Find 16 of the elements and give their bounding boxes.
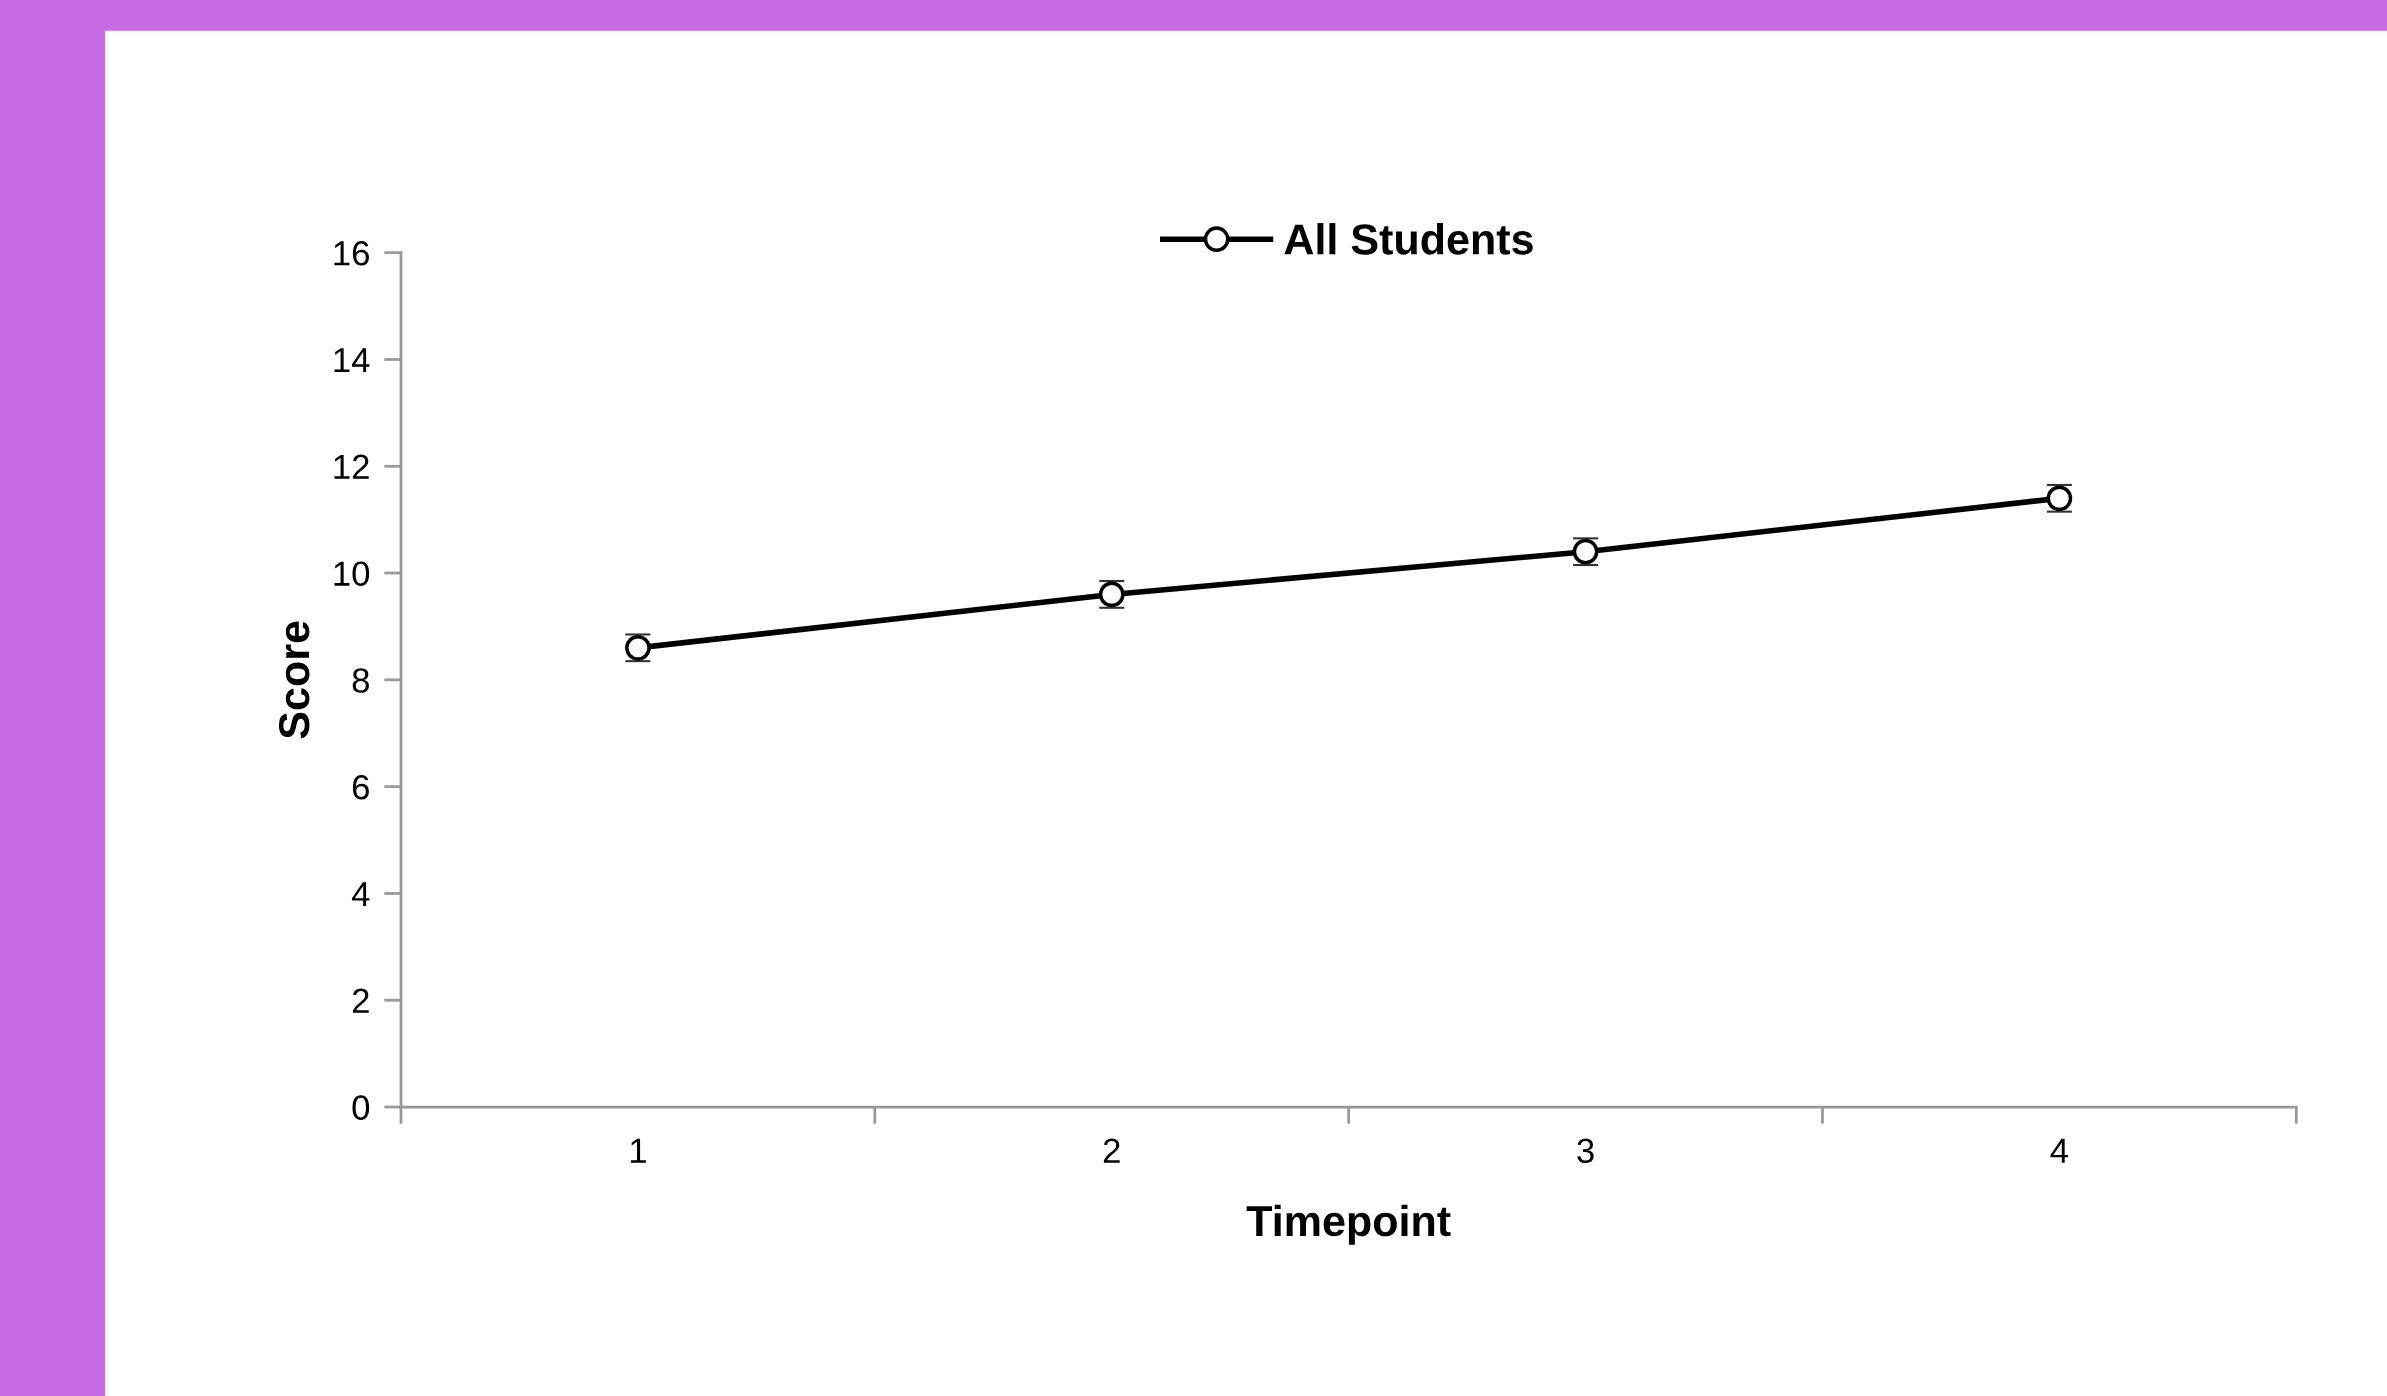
y-tick-label: 8 — [352, 668, 369, 693]
y-tick-label: 2 — [352, 988, 369, 1013]
y-tick-label: 4 — [351, 882, 370, 907]
y-tick-label: 0 — [352, 1095, 370, 1120]
y-tick-label: 6 — [352, 774, 369, 800]
x-axis-title: Timepoint — [1246, 1204, 1451, 1245]
legend-label: All Students — [1284, 223, 1533, 255]
x-tick-label: 3 — [1577, 1138, 1594, 1164]
y-tick-label: 16 — [334, 241, 369, 266]
x-tick-label: 1 — [630, 1138, 646, 1163]
x-tick-label: 4 — [2050, 1138, 2069, 1163]
y-axis-title: Score — [278, 621, 310, 739]
y-tick-label: 12 — [334, 454, 369, 479]
x-tick-label: 2 — [1103, 1138, 1120, 1163]
y-tick-label: 14 — [334, 348, 370, 373]
y-tick-label: 10 — [334, 561, 370, 586]
